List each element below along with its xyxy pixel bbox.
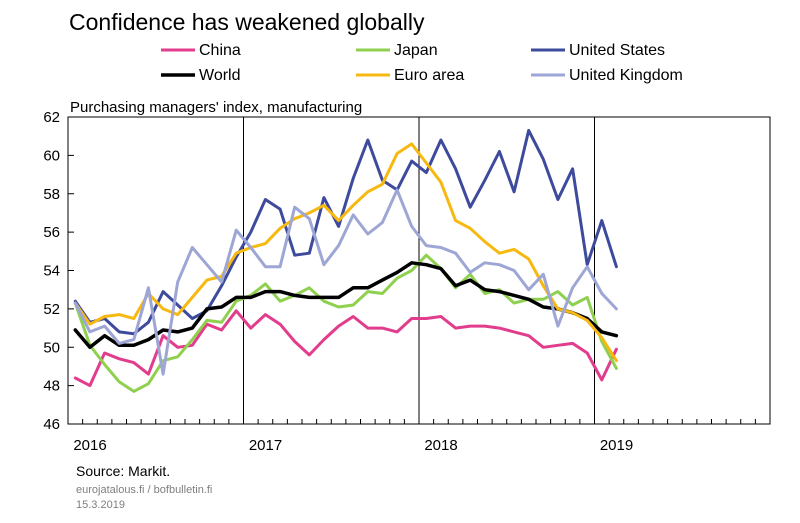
x-tick-label: 2018 (424, 437, 457, 454)
grid (243, 117, 595, 424)
legend-label-euro-area: Euro area (394, 67, 464, 84)
series-line-united-states (73, 128, 618, 336)
series-line-china (73, 309, 618, 388)
legend: China Japan United States World Euro area Uni… (161, 42, 683, 84)
chart-title: Confidence has weakened globally (69, 9, 425, 35)
y-tick-label: 56 (43, 224, 60, 241)
series-lines (73, 128, 619, 393)
y-axis-label: Purchasing managers' index, manufacturin… (70, 99, 362, 116)
legend-label-china: China (199, 42, 241, 59)
series-line-euro-area (73, 142, 618, 363)
site-credit: eurojatalous.fi / bofbulletin.fi (76, 484, 213, 496)
y-tick-label: 54 (43, 263, 60, 280)
legend-label-united-states: United States (569, 42, 665, 59)
x-tick-label: 2019 (600, 437, 633, 454)
y-tick-label: 52 (43, 301, 60, 318)
series-line-japan (73, 253, 618, 393)
legend-label-united-kingdom: United Kingdom (569, 67, 683, 84)
legend-label-world: World (199, 67, 241, 84)
x-tick-label: 2016 (73, 437, 106, 454)
series-line-united-kingdom (73, 188, 618, 376)
x-tick-label: 2017 (249, 437, 282, 454)
y-tick-label: 58 (43, 186, 60, 203)
y-tick-label: 60 (43, 147, 60, 164)
legend-label-japan: Japan (394, 42, 438, 59)
x-axis: 2016 2017 2018 2019 (73, 419, 756, 454)
series-line-world (73, 261, 619, 350)
y-tick-label: 50 (43, 339, 60, 356)
y-tick-label: 62 (43, 109, 60, 126)
y-tick-label: 46 (43, 416, 60, 433)
source-note: Source: Markit. (76, 463, 171, 479)
publish-date: 15.3.2019 (76, 499, 125, 511)
y-tick-label: 48 (43, 378, 60, 395)
y-axis: 46 48 50 52 54 56 58 60 62 (43, 109, 74, 433)
